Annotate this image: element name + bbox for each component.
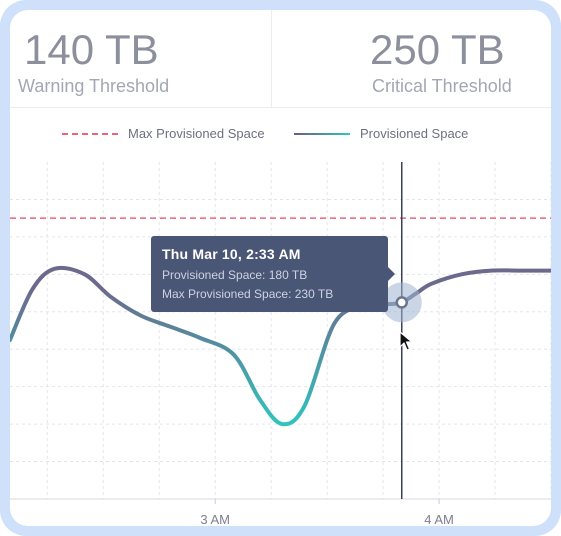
legend-item-max-provisioned[interactable]: Max Provisioned Space xyxy=(62,126,265,141)
tooltip-title: Thu Mar 10, 2:33 AM xyxy=(162,246,301,262)
critical-threshold-value: 250 TB xyxy=(370,26,505,73)
critical-threshold-label: Critical Threshold xyxy=(372,76,512,96)
warning-threshold-stat: 140 TB Warning Threshold xyxy=(10,10,272,108)
tooltip-max-provisioned-value: Max Provisioned Space: 230 TB xyxy=(162,287,334,301)
legend-item-provisioned[interactable]: Provisioned Space xyxy=(294,126,468,141)
series-line-provisioned xyxy=(10,265,551,427)
hover-tooltip: Thu Mar 10, 2:33 AM Provisioned Space: 1… xyxy=(151,236,395,312)
hover-point[interactable] xyxy=(395,296,409,309)
dashed-line-swatch-icon xyxy=(62,132,118,135)
legend-label-max-provisioned: Max Provisioned Space xyxy=(128,126,265,141)
tooltip-provisioned-value: Provisioned Space: 180 TB xyxy=(162,268,308,282)
critical-threshold-stat: 250 TB Critical Threshold xyxy=(272,10,551,108)
x-tick-label: 4 AM xyxy=(424,512,454,526)
threshold-stats: 140 TB Warning Threshold 250 TB Critical… xyxy=(10,10,551,108)
chart-series xyxy=(10,217,551,427)
legend-label-provisioned: Provisioned Space xyxy=(360,126,469,141)
chart-grid xyxy=(10,162,551,499)
mouse-pointer-icon xyxy=(399,331,413,351)
dashboard-panel: 140 TB Warning Threshold 250 TB Critical… xyxy=(10,10,551,526)
x-axis-ticks: 3 AM 4 AM xyxy=(200,499,454,526)
warning-threshold-label: Warning Threshold xyxy=(18,76,170,96)
x-tick-label: 3 AM xyxy=(200,512,230,526)
chart-legend: Max Provisioned Space Provisioned Space xyxy=(10,126,551,146)
warning-threshold-value: 140 TB xyxy=(24,26,159,73)
gradient-line-swatch-icon xyxy=(294,132,350,135)
